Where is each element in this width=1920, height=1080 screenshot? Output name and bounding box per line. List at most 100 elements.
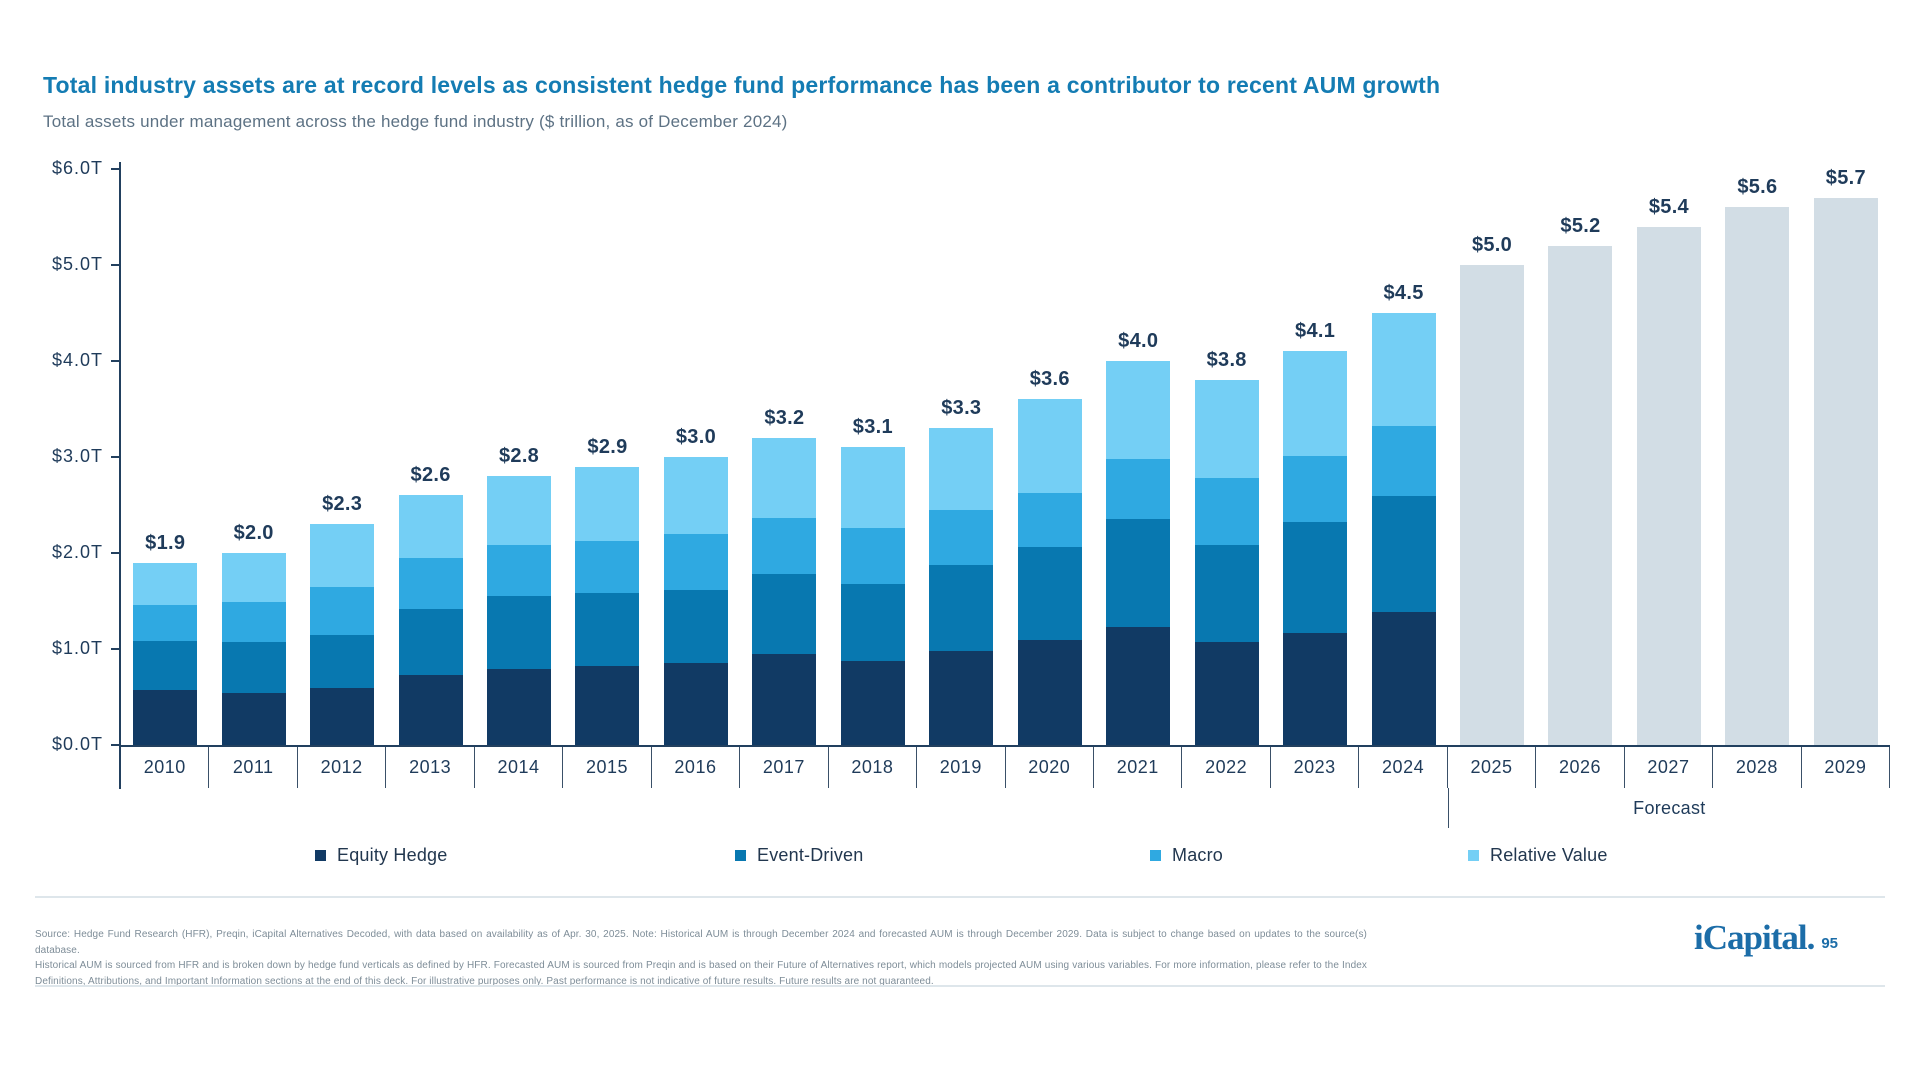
bar-value-label: $2.9 <box>587 435 628 458</box>
bar-segment-relative-value <box>398 495 463 558</box>
bar-segment-event-driven <box>575 593 640 667</box>
bar-segment-event-driven <box>752 574 817 654</box>
forecast-bar <box>1548 245 1613 745</box>
legend-label: Relative Value <box>1490 844 1608 865</box>
stacked-bar <box>1017 399 1082 745</box>
bar-segment-relative-value <box>487 476 552 546</box>
forecast-bar <box>1725 207 1790 745</box>
x-axis-year-label: 2020 <box>1006 747 1094 788</box>
bar-segment-event-driven <box>1194 545 1259 643</box>
bar-segment-event-driven <box>310 634 375 689</box>
forecast-bar <box>1813 197 1878 745</box>
bar-value-label: $2.8 <box>498 445 540 468</box>
bar-segment-forecast <box>1636 226 1701 745</box>
bar-column: $2.0 <box>209 169 297 745</box>
footnote-line: Historical AUM is sourced from HFR and i… <box>35 960 1367 971</box>
bar-column: $3.2 <box>740 169 828 745</box>
bar-segment-relative-value <box>1283 351 1348 457</box>
stacked-bar <box>663 457 728 745</box>
legend-item: Macro <box>1150 843 1223 867</box>
bar-segment-relative-value <box>221 553 286 602</box>
icapital-logo: iCapital. 95 <box>1694 920 1884 955</box>
bar-value-label: $2.3 <box>322 493 363 516</box>
bar-segment-relative-value <box>840 447 905 529</box>
y-axis-label: $2.0T <box>51 542 103 563</box>
bar-segment-macro <box>840 528 905 584</box>
bar-value-label: $1.9 <box>145 531 186 554</box>
footer-divider-bottom <box>35 985 1885 987</box>
bar-column: $5.7 <box>1802 167 1890 745</box>
bar-segment-event-driven <box>1371 496 1436 612</box>
bar-column: $1.9 <box>121 169 209 745</box>
bar-segment-macro <box>1194 478 1259 546</box>
bar-plot-area: $1.9 $2.0 $2.3 $2.6 $2.8 $2.9 $3.0 $3.2 $3.1 $3.3… <box>121 167 1890 745</box>
y-axis-label: $5.0T <box>51 254 103 275</box>
legend-swatch-icon <box>1150 849 1161 861</box>
bar-segment-macro <box>663 533 728 591</box>
bar-segment-event-driven <box>221 642 286 694</box>
bar-segment-macro <box>398 557 463 609</box>
stacked-bar <box>310 524 375 745</box>
bar-segment-forecast <box>1725 207 1790 745</box>
bar-segment-event-driven <box>487 596 552 670</box>
y-axis-tick <box>111 360 119 362</box>
bar-column: $2.8 <box>475 169 563 745</box>
bar-segment-equity-hedge <box>1017 640 1082 745</box>
bar-segment-equity-hedge <box>575 666 640 745</box>
y-axis-tick <box>111 456 119 458</box>
bar-segment-equity-hedge <box>221 693 286 745</box>
legend-label: Macro <box>1172 844 1224 865</box>
stacked-bar <box>398 495 463 745</box>
bar-column: $2.3 <box>298 169 386 745</box>
page-subtitle: Total assets under management across the… <box>43 112 788 131</box>
bar-segment-event-driven <box>133 641 198 691</box>
stacked-bar <box>1283 351 1348 745</box>
bar-value-label: $3.6 <box>1029 368 1070 391</box>
bar-segment-macro <box>929 509 994 565</box>
legend: Equity Hedge Event-Driven Macro Relative Va… <box>0 843 1920 867</box>
stacked-bar <box>840 447 905 745</box>
y-axis-label: $4.0T <box>51 350 103 371</box>
bar-value-label: $4.5 <box>1383 282 1424 305</box>
bar-segment-equity-hedge <box>398 674 463 745</box>
x-axis-year-label: 2028 <box>1713 747 1802 788</box>
stacked-bar <box>575 466 640 745</box>
bar-value-label: $4.1 <box>1295 320 1336 343</box>
bar-segment-event-driven <box>663 590 728 664</box>
bar-column: $2.6 <box>386 169 474 745</box>
bar-value-label: $2.6 <box>410 464 451 487</box>
x-axis-year-label: 2019 <box>917 747 1006 788</box>
icapital-logo-text: iCapital. <box>1694 918 1815 957</box>
bar-value-label: $5.2 <box>1560 214 1601 237</box>
bar-segment-macro <box>133 604 198 642</box>
bar-column: $4.0 <box>1094 169 1182 745</box>
stacked-bar <box>487 476 552 745</box>
bar-segment-equity-hedge <box>310 688 375 745</box>
bar-segment-equity-hedge <box>840 661 905 745</box>
legend-swatch-icon <box>315 849 326 861</box>
stacked-bar <box>1371 313 1436 745</box>
bar-segment-macro <box>310 586 375 635</box>
x-axis-year-label: 2025 <box>1448 747 1537 788</box>
x-axis-year-label: 2013 <box>386 747 475 788</box>
x-axis-year-label: 2022 <box>1182 747 1271 788</box>
bar-value-label: $5.6 <box>1737 176 1778 199</box>
x-axis-year-label: 2024 <box>1359 747 1448 788</box>
x-axis-year-label: 2029 <box>1802 747 1891 788</box>
footnote-line: Source: Hedge Fund Research (HFR), Preqi… <box>35 929 1367 956</box>
bar-segment-event-driven <box>1017 547 1082 641</box>
x-axis-year-label: 2016 <box>652 747 741 788</box>
y-axis-tick <box>111 168 119 170</box>
bar-column: $4.5 <box>1359 169 1447 745</box>
bar-column: $3.8 <box>1182 169 1270 745</box>
x-axis-year-label: 2017 <box>740 747 829 788</box>
y-axis-tick <box>111 264 119 266</box>
bar-column: $2.9 <box>563 169 651 745</box>
bar-segment-forecast <box>1813 197 1878 745</box>
bar-column: $3.1 <box>829 169 917 745</box>
x-axis-year-label: 2026 <box>1536 747 1625 788</box>
bar-column: $5.0 <box>1448 169 1536 745</box>
y-axis-tick <box>111 648 119 650</box>
y-axis-line <box>119 162 121 789</box>
